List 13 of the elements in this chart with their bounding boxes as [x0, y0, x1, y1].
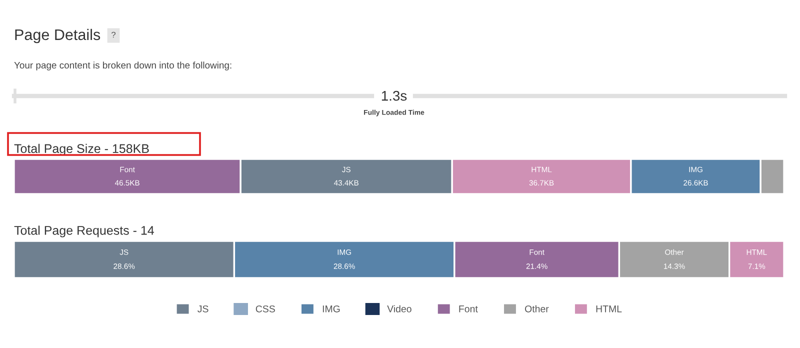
- legend-label: IMG: [322, 305, 340, 312]
- legend-label: JS: [198, 305, 208, 312]
- chart-title: Total Page Requests - 14: [14, 226, 154, 238]
- text: Your page content is broken down into the following:: [14, 62, 232, 70]
- legend-label: Font: [459, 306, 478, 312]
- text: Page Details: [15, 28, 100, 44]
- legend-label: HTML: [596, 306, 622, 312]
- legend-label: Other: [525, 305, 549, 312]
- chart-title: Total Page Size - 158KB: [14, 144, 149, 156]
- text: ?: [112, 32, 116, 38]
- legend-label: Video: [387, 305, 412, 312]
- legend-label: CSS: [256, 305, 275, 312]
- text: 1.3s: [382, 90, 407, 101]
